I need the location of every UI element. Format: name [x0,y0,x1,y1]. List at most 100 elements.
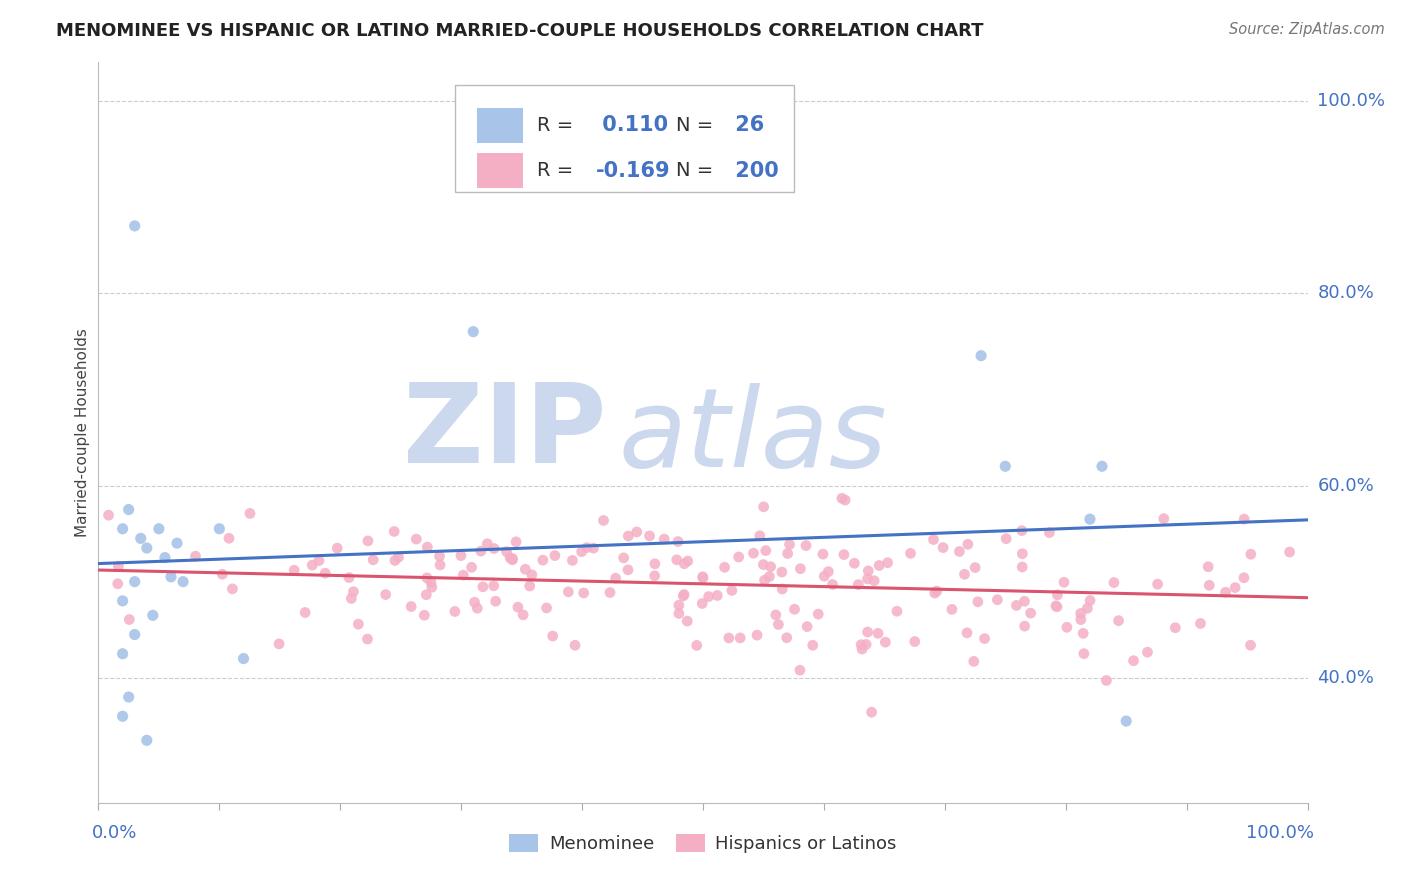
Point [1076,601,1098,615]
Point [326,541,349,556]
Point [638,529,661,543]
Point [232,651,254,665]
Text: atlas: atlas [619,383,887,490]
Bar [456,85,793,192]
Point [986,592,1008,607]
Point [460,560,482,574]
Point [111,594,134,608]
Point [713,560,735,574]
Point [582,541,605,556]
Point [644,568,666,582]
Y-axis label: Married-couple Households: Married-couple Households [75,328,90,537]
Point [129,532,152,546]
Point [776,547,799,561]
Point [505,534,527,549]
Text: 80.0%: 80.0% [1317,285,1374,302]
Point [617,563,640,577]
Point [717,631,740,645]
Point [676,554,699,568]
Point [160,570,183,584]
Point [754,573,776,587]
Point [450,549,472,563]
Point [221,582,243,596]
Point [956,537,979,551]
Point [789,663,811,677]
Point [758,569,780,583]
Point [672,589,695,603]
Point [429,558,451,572]
Point [1070,607,1092,621]
Point [471,580,494,594]
Text: R =: R = [537,161,574,180]
Point [1078,593,1101,607]
Point [107,559,129,574]
Point [107,576,129,591]
Point [536,601,558,615]
Point [697,590,720,604]
Point [900,546,922,560]
Point [866,626,889,640]
Point [776,631,799,645]
Point [399,599,422,614]
Point [571,545,593,559]
Point [111,647,134,661]
Text: MENOMINEE VS HISPANIC OR LATINO MARRIED-COUPLE HOUSEHOLDS CORRELATION CHART: MENOMINEE VS HISPANIC OR LATINO MARRIED-… [56,22,984,40]
Point [995,532,1018,546]
Point [1056,620,1078,634]
Point [779,537,801,551]
Point [211,567,233,582]
Text: N =: N = [676,161,714,180]
Point [208,522,231,536]
Point [755,543,778,558]
Point [832,548,855,562]
Point [846,577,869,591]
Point [690,597,713,611]
Point [673,557,696,571]
Point [666,534,689,549]
Point [1198,578,1220,592]
Point [875,635,897,649]
Point [811,547,834,561]
Point [184,549,207,563]
Point [1278,545,1301,559]
Point [807,607,830,621]
Point [218,531,240,545]
Text: 26: 26 [728,115,765,136]
Point [963,654,986,668]
Point [1215,585,1237,599]
Point [1108,614,1130,628]
Point [706,589,728,603]
Point [124,627,146,641]
Point [384,553,406,567]
Point [148,522,170,536]
Point [1078,512,1101,526]
Point [337,570,360,584]
Point [1014,594,1036,608]
Legend: Menominee, Hispanics or Latinos: Menominee, Hispanics or Latinos [502,827,904,861]
Point [342,584,364,599]
Point [464,595,486,609]
Point [844,556,866,570]
Point [501,553,523,567]
Point [463,325,485,339]
Point [1122,654,1144,668]
Point [925,584,948,599]
Point [721,583,744,598]
Point [856,572,879,586]
Point [1005,599,1028,613]
Text: ZIP: ZIP [404,379,606,486]
Point [544,549,567,563]
Point [783,602,806,616]
Point [1011,560,1033,574]
Point [745,628,768,642]
Point [1233,571,1256,585]
Point [124,219,146,233]
Point [789,562,811,576]
Point [444,604,467,618]
Point [382,524,405,539]
Point [686,639,709,653]
Point [1071,626,1094,640]
Point [515,562,537,576]
Point [973,632,995,646]
Point [904,634,927,648]
